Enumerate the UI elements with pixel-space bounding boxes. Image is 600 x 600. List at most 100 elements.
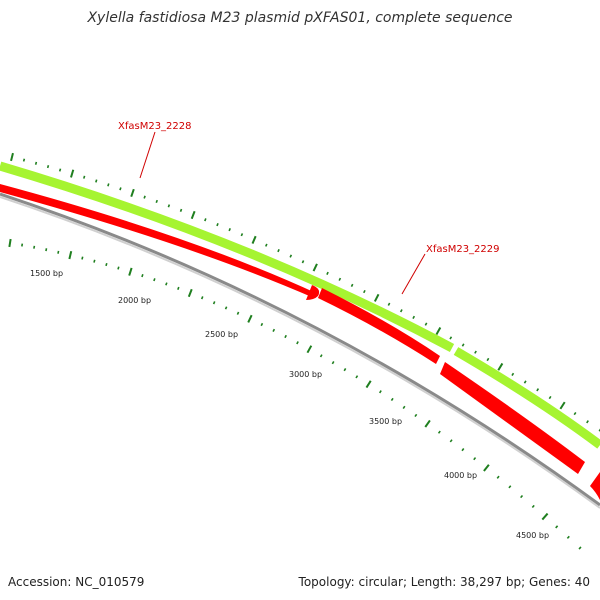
gene-xfasm23-2229-reverse[interactable] — [318, 288, 440, 364]
inner-tick — [437, 430, 441, 434]
outer-tick — [155, 199, 158, 204]
outer-tick — [58, 168, 62, 172]
inner-tick — [33, 245, 36, 249]
outer-tick — [107, 183, 110, 187]
inner-tick — [541, 512, 549, 521]
inner-tick — [343, 368, 347, 372]
inner-tick — [177, 286, 180, 290]
inner-tick — [319, 354, 323, 358]
outer-tick — [119, 187, 122, 191]
outer-tick — [251, 235, 257, 244]
inner-tick — [414, 413, 418, 418]
gene-xfasm23-2228-arrow[interactable] — [306, 285, 320, 300]
inner-tick — [355, 375, 359, 379]
outer-tick — [204, 218, 207, 222]
inner-tick — [449, 439, 453, 443]
gene-xfasm23-2228-reverse[interactable] — [0, 184, 318, 298]
gene-xfasm23-2229-forward[interactable] — [453, 347, 600, 449]
outer-tick — [34, 161, 38, 165]
outer-tick — [449, 336, 453, 340]
inner-tick — [153, 278, 156, 282]
outer-tick — [338, 277, 342, 281]
inner-tick — [105, 262, 108, 267]
inner-tick — [461, 448, 465, 452]
inner-tick — [578, 546, 582, 550]
inner-tick — [365, 380, 372, 389]
inner-tick — [117, 266, 120, 270]
tick-label-2500: 2500 bp — [205, 330, 238, 339]
outer-tick — [523, 380, 527, 384]
tick-label-1500: 1500 bp — [30, 269, 63, 278]
outer-tick-marks — [10, 152, 600, 432]
reverse-strand-genes — [0, 184, 600, 500]
outer-tick — [474, 350, 477, 354]
inner-tick — [531, 504, 535, 509]
inner-tick — [236, 311, 240, 315]
outer-tick — [46, 165, 50, 169]
outer-tick — [265, 243, 268, 247]
topology-summary: Topology: circular; Length: 38,297 bp; G… — [298, 575, 590, 589]
inner-tick — [483, 464, 490, 472]
outer-tick — [10, 152, 14, 162]
tick-label-4500: 4500 bp — [516, 531, 549, 540]
outer-tick — [548, 395, 552, 400]
inner-tick — [187, 288, 193, 298]
inner-tick — [555, 525, 559, 529]
inner-tick — [68, 250, 73, 260]
gene-label-2-leader — [401, 253, 426, 295]
gene-label-1-leader — [139, 131, 156, 179]
outer-tick — [586, 420, 589, 424]
inner-tick — [45, 248, 48, 252]
outer-tick — [350, 283, 354, 287]
outer-tick — [573, 411, 577, 416]
outer-tick — [435, 327, 442, 335]
outer-tick — [190, 210, 196, 220]
inner-tick — [424, 419, 431, 428]
inner-tick — [496, 475, 500, 479]
inner-tick — [508, 485, 512, 489]
outer-tick — [326, 271, 329, 275]
inner-tick — [247, 314, 253, 323]
backbone-circle — [0, 192, 600, 507]
inner-tick — [93, 259, 96, 263]
backbone-circle-shadow — [0, 196, 600, 509]
gene-label-xfasm23-2229[interactable]: XfasM23_2229 — [426, 244, 500, 255]
inner-tick — [165, 282, 168, 286]
accession-text: Accession: NC_010579 — [8, 575, 145, 589]
gene-label-xfasm23-2228[interactable]: XfasM23_2228 — [118, 121, 192, 132]
inner-tick — [331, 361, 335, 365]
tick-label-2000: 2000 bp — [118, 296, 151, 305]
outer-tick — [167, 204, 171, 208]
inner-tick — [224, 306, 228, 310]
tick-label-3500: 3500 bp — [369, 417, 402, 426]
map-title: Xylella fastidiosa M23 plasmid pXFAS01, … — [87, 10, 513, 26]
outer-tick — [179, 208, 183, 212]
inner-tick — [296, 341, 299, 345]
outer-tick — [70, 169, 75, 178]
outer-tick — [424, 322, 428, 326]
outer-tick — [486, 357, 490, 362]
outer-tick — [240, 233, 244, 237]
inner-tick — [284, 334, 287, 339]
outer-tick — [277, 248, 280, 253]
outer-tick — [301, 260, 305, 264]
inner-tick — [272, 328, 276, 333]
inner-tick — [212, 301, 216, 305]
inner-tick — [402, 405, 406, 409]
outer-tick — [373, 293, 380, 302]
outer-tick — [363, 289, 366, 294]
outer-tick — [559, 401, 566, 410]
inner-tick — [200, 296, 204, 300]
gene-xfasm23-2228-forward[interactable] — [0, 161, 455, 352]
outer-tick — [130, 188, 135, 198]
outer-tick — [22, 158, 26, 162]
tick-label-3000: 3000 bp — [289, 370, 322, 379]
tick-label-4000: 4000 bp — [444, 471, 477, 480]
inner-tick — [378, 390, 382, 394]
inner-tick — [520, 494, 524, 499]
inner-tick — [141, 274, 144, 278]
gene-segment-reverse-2[interactable] — [590, 472, 600, 500]
gene-segment-reverse[interactable] — [440, 362, 585, 474]
inner-tick — [390, 397, 394, 402]
